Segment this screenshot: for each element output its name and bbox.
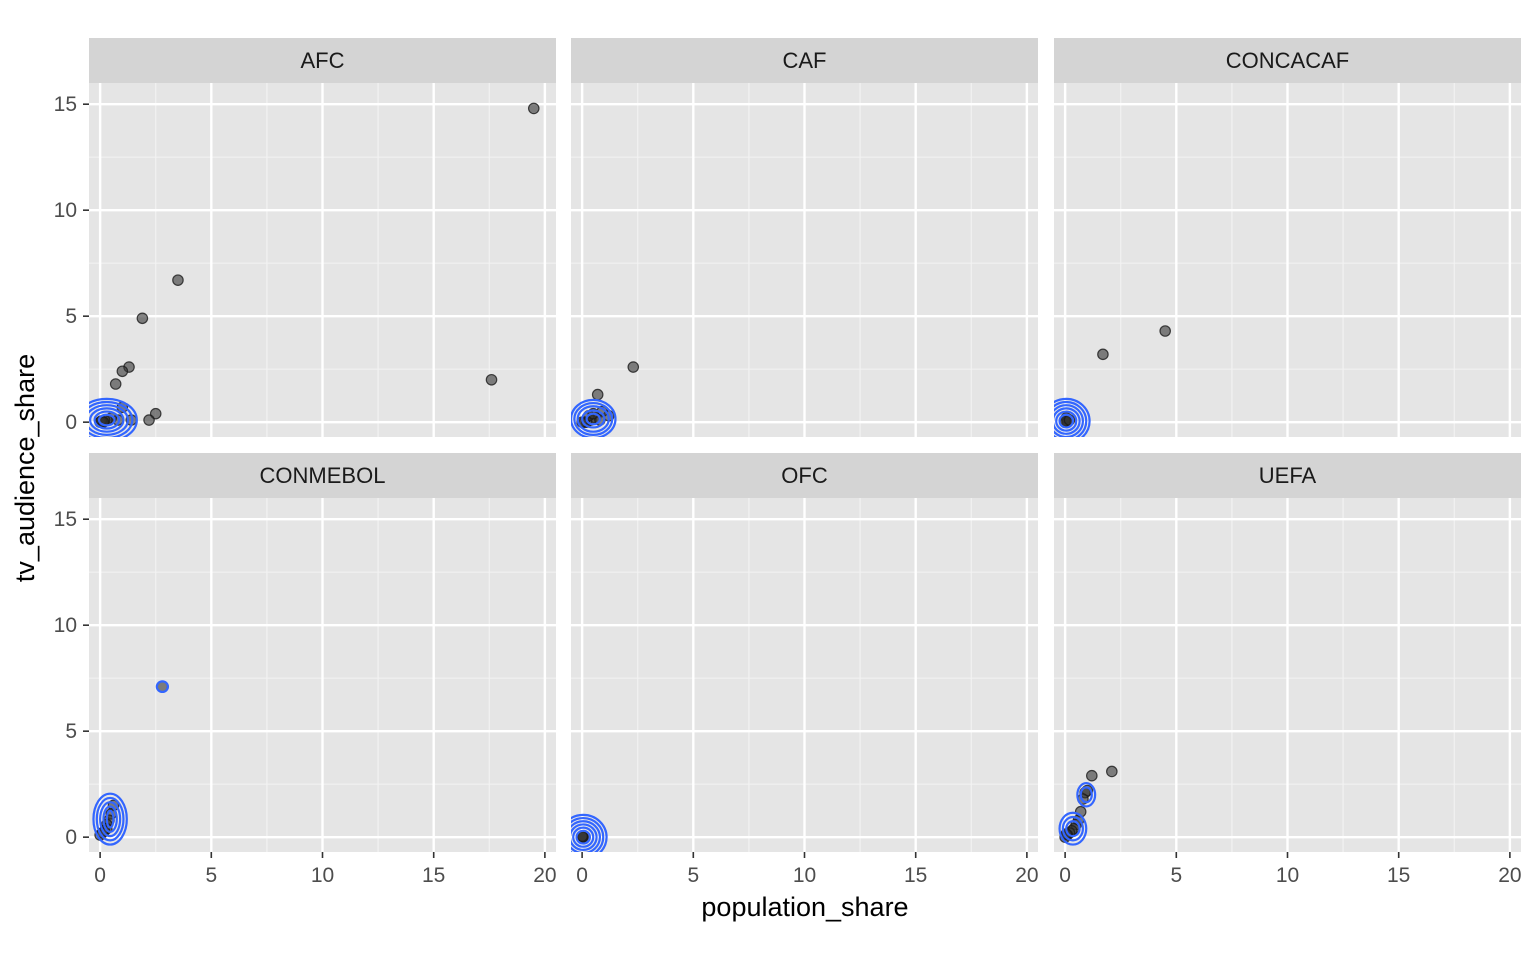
y-tick-label: 10 (54, 614, 77, 637)
density-contour (1058, 413, 1075, 429)
x-tick-label: 5 (205, 864, 217, 887)
panel-marks (89, 102, 540, 437)
panel-marks (571, 361, 640, 437)
facet-panel-caf: CAF (571, 38, 1038, 437)
facet-strip-label: CONCACAF (1226, 48, 1349, 73)
facet-panel-uefa: UEFA 0 5 10 15 20 (1054, 453, 1522, 887)
density-contour (571, 820, 602, 852)
density-contour (581, 409, 606, 429)
y-tick-label: 5 (65, 305, 77, 328)
density-contour (1054, 404, 1085, 437)
density-contour (89, 407, 125, 433)
x-tick-label: 5 (687, 864, 699, 887)
facet-strip (89, 453, 556, 498)
facet-panel-concacaf: CONCACAF (1054, 38, 1521, 437)
facet-strip (571, 38, 1038, 83)
data-point (172, 274, 184, 286)
facet-strip-label: OFC (781, 463, 828, 488)
density-contour (572, 826, 595, 848)
data-point (527, 102, 540, 115)
density-contour (89, 400, 134, 437)
density-contour (1054, 397, 1091, 437)
density-contour (1058, 811, 1088, 846)
y-tick-label: 0 (65, 411, 77, 434)
x-axis-title: population_share (701, 892, 908, 922)
data-point (1097, 348, 1109, 361)
facet-strip-label: CAF (783, 48, 827, 73)
density-contour (1055, 410, 1078, 432)
data-point (627, 361, 640, 373)
density-contour (155, 680, 170, 694)
y-tick-label: 10 (54, 199, 77, 222)
data-point (591, 388, 604, 401)
density-contour (105, 809, 115, 829)
panel-marks (1058, 765, 1118, 846)
density-contour (571, 813, 608, 852)
facet-strip-label: AFC (301, 48, 345, 73)
density-contour (573, 401, 614, 436)
x-tick-label: 20 (1498, 864, 1521, 887)
x-tick-label: 0 (576, 864, 588, 887)
density-contour (1065, 820, 1081, 838)
y-tick-label: 15 (54, 93, 77, 116)
facet-panel-afc: AFC 0 5 10 15 (54, 38, 556, 437)
x-tick-label: 15 (422, 864, 445, 887)
density-contour (576, 405, 610, 433)
panel-marks (1054, 325, 1171, 437)
y-tick-label: 5 (65, 720, 77, 743)
facet-strip-label: UEFA (1259, 463, 1317, 488)
facet-strip (89, 38, 556, 83)
density-contour (571, 398, 617, 437)
data-point (143, 414, 155, 426)
y-tick-label: 0 (65, 826, 77, 849)
x-tick-label: 15 (1387, 864, 1410, 887)
panel-marks (571, 813, 608, 852)
facet-panel-conmebol: CONMEBOL 0 5 10 15 20 0 5 10 15 (54, 453, 557, 887)
density-contour (89, 397, 138, 437)
x-tick-label: 10 (311, 864, 334, 887)
facet-panel-ofc: OFC 0 5 10 15 20 (571, 453, 1039, 887)
density-contour (1076, 782, 1097, 808)
x-tick-label: 15 (904, 864, 927, 887)
x-tick-label: 20 (533, 864, 556, 887)
data-point (136, 312, 149, 325)
x-tick-label: 10 (793, 864, 816, 887)
x-tick-label: 0 (94, 864, 106, 887)
density-contour (1079, 786, 1093, 804)
density-contour (99, 801, 122, 838)
y-axis-title: tv_audience_share (10, 354, 40, 582)
facet-strip (571, 453, 1038, 498)
density-contour (1054, 400, 1088, 437)
x-tick-label: 5 (1170, 864, 1182, 887)
data-point (109, 378, 122, 390)
y-tick-label: 15 (54, 508, 77, 531)
x-tick-label: 0 (1059, 864, 1071, 887)
density-contour (102, 805, 118, 833)
data-point (1159, 325, 1171, 337)
data-point (1086, 769, 1098, 782)
x-tick-label: 10 (1276, 864, 1299, 887)
density-contour (575, 829, 592, 845)
density-contour (97, 413, 116, 427)
density-contour (93, 410, 121, 430)
data-point (1106, 765, 1118, 778)
density-contour (571, 823, 598, 851)
facet-strip (1054, 38, 1521, 83)
density-contour (571, 816, 605, 852)
panels-layer: AFC 0 5 10 15 CAF CONCACAF CONMEBOL 0 5 10 15 20 0 5 10… (54, 38, 1522, 887)
density-contour (92, 792, 128, 846)
density-contour (89, 404, 130, 436)
facet-strip-label: CONMEBOL (260, 463, 386, 488)
data-point (485, 373, 498, 386)
density-contour (1061, 815, 1085, 842)
density-contour (1054, 407, 1081, 435)
facet-strip (1054, 453, 1521, 498)
density-contour (585, 412, 602, 426)
data-point (116, 365, 129, 378)
density-contour (95, 796, 125, 842)
x-tick-label: 20 (1015, 864, 1038, 887)
panel-marks (92, 680, 170, 846)
